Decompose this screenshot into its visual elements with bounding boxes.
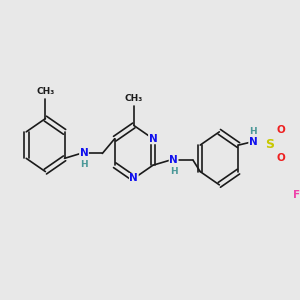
Text: F: F [293, 190, 300, 200]
Text: N: N [249, 137, 258, 147]
Text: S: S [265, 138, 274, 151]
Text: O: O [277, 125, 286, 135]
Text: CH₃: CH₃ [125, 94, 143, 103]
Text: H: H [170, 167, 177, 176]
Text: H: H [80, 160, 88, 169]
Text: O: O [277, 153, 286, 163]
Text: N: N [80, 148, 88, 158]
Text: H: H [249, 127, 257, 136]
Text: N: N [169, 155, 178, 165]
Text: N: N [130, 173, 138, 184]
Text: N: N [148, 134, 158, 144]
Text: CH₃: CH₃ [36, 87, 55, 96]
